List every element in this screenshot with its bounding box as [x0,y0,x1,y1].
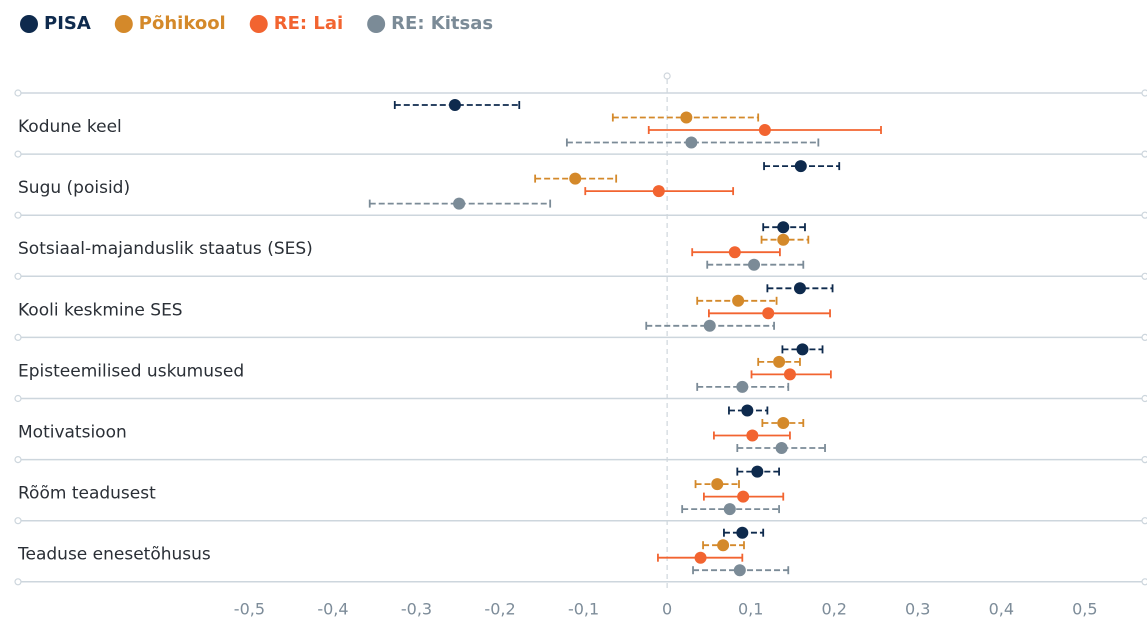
category-label: Kodune keel [18,117,122,137]
separator-end [14,394,22,403]
point [703,319,716,332]
separator-end [1141,578,1147,586]
category-label: Rõõm teadusest [18,484,156,504]
legend-label: RE: Lai [274,13,343,34]
point [680,111,693,124]
point [736,380,749,393]
legend-label: PISA [44,13,91,34]
x-tick-label: 0,3 [905,600,930,619]
point [694,551,707,564]
zero-line-end [663,72,671,80]
x-tick-label: -0,1 [568,600,599,619]
separator-end [1141,150,1147,158]
separator-end [14,578,22,586]
point [777,417,790,429]
category-label: Motivatsioon [18,423,127,443]
x-tick-label: -0,3 [401,600,432,619]
point [732,294,745,307]
separator-end [1141,272,1147,280]
point [652,185,665,198]
point [773,355,786,368]
point [758,124,771,136]
point [783,368,796,381]
x-tick-label: 0,2 [821,600,846,619]
separator-end [1141,456,1147,464]
x-tick-label: 0,1 [738,600,763,619]
legend-marker [367,15,386,33]
point [723,503,736,516]
point [728,246,741,259]
point [777,221,790,234]
separator-end [14,272,22,280]
separator-end [14,333,22,341]
point [717,539,730,552]
category-label: Sugu (poisid) [18,178,130,198]
x-tick-label: 0,4 [989,600,1014,619]
point [746,429,759,442]
separator-end [1141,333,1147,341]
point [737,490,750,503]
point [685,136,698,149]
x-tick-label: 0,5 [1072,600,1097,619]
x-tick-label: -0,5 [234,600,265,619]
point [775,442,788,454]
point [762,307,775,320]
separator-end [14,89,22,97]
separator-end [14,456,22,464]
legend-marker [249,15,268,33]
point [794,160,807,173]
point [453,197,466,210]
category-label: Teaduse enesetõhusus [17,545,211,565]
point [733,564,746,577]
point [448,99,461,111]
category-label: Episteemilised uskumused [18,361,244,381]
legend-label: Põhikool [139,13,226,34]
category-label: Kooli keskmine SES [18,300,183,320]
legend-marker [114,15,133,33]
separator-end [1141,89,1147,97]
x-tick-label: -0,4 [317,600,348,619]
point [793,282,806,295]
legend-label: RE: Kitsas [391,13,493,34]
separator-end [1141,517,1147,525]
x-tick-label: 0 [662,600,672,619]
point [777,233,790,246]
separator-end [1141,211,1147,219]
point [736,526,749,539]
point [569,172,582,185]
point [796,343,809,356]
separator-end [14,150,22,158]
point [748,258,761,271]
category-label: Sotsiaal-majanduslik staatus (SES) [18,239,313,259]
legend-marker [20,15,38,33]
point [751,465,764,478]
point [741,404,754,417]
separator-end [14,517,22,525]
point [711,478,724,491]
x-tick-label: -0,2 [484,600,515,619]
separator-end [14,211,22,219]
separator-end [1141,394,1147,403]
